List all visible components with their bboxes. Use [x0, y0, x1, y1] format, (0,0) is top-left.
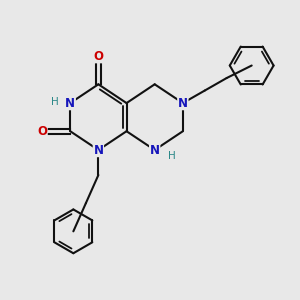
Text: H: H	[168, 151, 176, 161]
Text: N: N	[65, 97, 75, 110]
Text: H: H	[51, 97, 58, 106]
Text: O: O	[93, 50, 103, 63]
Text: N: N	[150, 143, 160, 157]
Text: O: O	[37, 125, 47, 138]
Text: N: N	[178, 97, 188, 110]
Text: N: N	[93, 143, 103, 157]
